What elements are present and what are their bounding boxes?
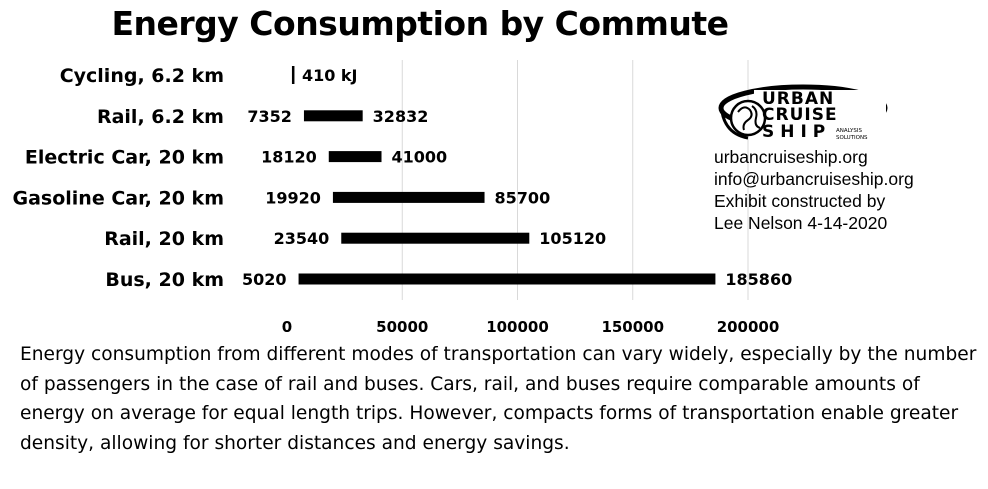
range-bar bbox=[291, 66, 295, 84]
category-labels: Cycling, 6.2 km Rail, 6.2 km Electric Car,… bbox=[13, 65, 225, 291]
high-value-label: 185860 bbox=[725, 270, 792, 289]
value-labels: 410 kJ 7352 32832 18120 41000 19920 85700 23540… bbox=[242, 66, 792, 289]
caption-text: Energy consumption from different modes … bbox=[20, 344, 977, 454]
bars bbox=[291, 66, 716, 285]
logo-text-1: URBAN bbox=[762, 89, 834, 109]
chart-plot: Cycling, 6.2 km Rail, 6.2 km Electric Car,… bbox=[13, 60, 792, 336]
category-label: Cycling, 6.2 km bbox=[60, 65, 224, 87]
gridlines bbox=[401, 60, 749, 300]
x-tick-labels: 0 50000 100000 150000 200000 bbox=[282, 318, 780, 336]
range-bar bbox=[328, 151, 382, 163]
email-text: info@urbancruiseship.org bbox=[714, 169, 914, 189]
x-tick-label: 0 bbox=[282, 318, 292, 336]
high-value-label: 32832 bbox=[373, 107, 429, 126]
chart-title: Energy Consumption by Commute bbox=[111, 4, 729, 43]
x-tick-label: 50000 bbox=[376, 318, 428, 336]
urban-cruise-ship-logo: URBAN CRUISE SHIP ANALYSIS SOLUTIONS bbox=[718, 82, 888, 146]
category-label: Rail, 6.2 km bbox=[97, 106, 224, 128]
range-bar bbox=[298, 273, 716, 285]
low-value-label: 18120 bbox=[261, 148, 317, 167]
high-value-label: 105120 bbox=[539, 229, 606, 248]
logo-tagline-1: ANALYSIS bbox=[836, 128, 862, 134]
x-tick-label: 150000 bbox=[601, 318, 664, 336]
logo-tagline-2: SOLUTIONS bbox=[836, 135, 868, 141]
credit-line-2: Lee Nelson 4-14-2020 bbox=[714, 213, 888, 233]
category-label: Gasoline Car, 20 km bbox=[13, 187, 225, 209]
range-bar bbox=[341, 232, 530, 244]
x-tick-label: 200000 bbox=[717, 318, 780, 336]
range-bar bbox=[303, 110, 363, 122]
high-value-label: 410 kJ bbox=[302, 66, 358, 85]
category-label: Bus, 20 km bbox=[105, 269, 224, 291]
website-text: urbancruiseship.org bbox=[714, 147, 868, 167]
low-value-label: 7352 bbox=[247, 107, 292, 126]
logo-text-3: SHIP bbox=[762, 122, 831, 142]
credit-line-1: Exhibit constructed by bbox=[714, 191, 886, 211]
low-value-label: 5020 bbox=[242, 270, 287, 289]
high-value-label: 85700 bbox=[495, 188, 551, 207]
low-value-label: 19920 bbox=[265, 188, 321, 207]
category-label: Electric Car, 20 km bbox=[25, 147, 224, 169]
range-bar bbox=[332, 191, 485, 203]
high-value-label: 41000 bbox=[392, 148, 448, 167]
logo-text-2: CRUISE bbox=[762, 105, 838, 125]
low-value-label: 23540 bbox=[274, 229, 330, 248]
category-label: Rail, 20 km bbox=[104, 228, 224, 250]
info-block: urbancruiseship.org info@urbancruiseship… bbox=[714, 146, 914, 234]
x-tick-label: 100000 bbox=[486, 318, 549, 336]
